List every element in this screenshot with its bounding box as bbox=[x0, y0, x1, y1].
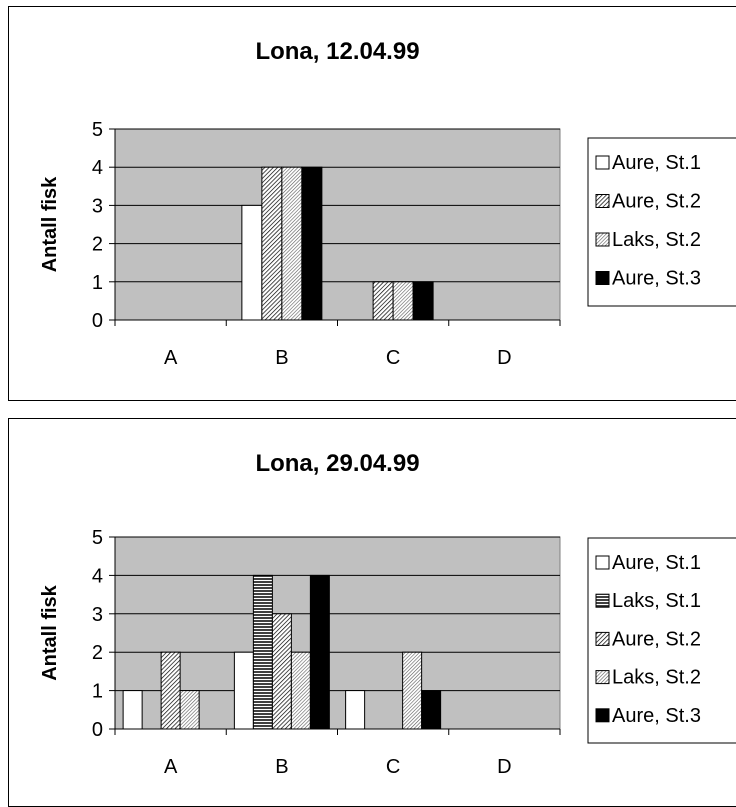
y-tick-label: 3 bbox=[92, 604, 103, 626]
x-tick-label: D bbox=[497, 347, 511, 369]
chart-lona-29-04-99: Lona, 29.04.99 0 1 2 3 4 5 Antall fisk A B C D Aure,… bbox=[8, 418, 736, 807]
legend-label-laks-st-2: Laks, St.2 bbox=[612, 229, 701, 251]
x-tick-label: A bbox=[164, 347, 178, 369]
legend-box bbox=[587, 137, 736, 307]
x-tick-label: B bbox=[275, 756, 288, 778]
y-tick-label: 0 bbox=[92, 719, 103, 741]
bar-aure-st-1-c bbox=[345, 690, 366, 730]
bar-laks-st-2-c bbox=[392, 281, 414, 321]
bar-aure-st-1-a bbox=[122, 690, 143, 730]
bar-aure-st-1-b bbox=[241, 204, 263, 321]
x-tick-label: A bbox=[164, 756, 178, 778]
x-tick-label: D bbox=[497, 756, 511, 778]
legend-label-laks-st-2: Laks, St.2 bbox=[612, 667, 701, 689]
bar-aure-st-2-b bbox=[271, 613, 292, 730]
legend-swatch-aure-st-3 bbox=[595, 708, 610, 723]
bar-laks-st-2-c bbox=[402, 651, 423, 730]
legend-swatch-laks-st-2 bbox=[595, 232, 610, 247]
legend-label-laks-st-1: Laks, St.1 bbox=[612, 590, 701, 612]
bar-laks-st-1-b bbox=[252, 574, 273, 730]
bar-chart-2: Lona, 29.04.99 0 1 2 3 4 5 Antall fisk A B C D Aure,… bbox=[39, 450, 736, 778]
legend-label-aure-st-2: Aure, St.2 bbox=[612, 191, 701, 213]
bar-laks-st-2-b bbox=[281, 166, 303, 321]
legend-swatch-laks-st-2 bbox=[595, 670, 610, 685]
bar-aure-st-2-a bbox=[160, 651, 181, 730]
chart-lona-12-04-99: Lona, 12.04.99 0 1 2 3 4 5 Antall fisk A B C D Aure,… bbox=[8, 6, 736, 401]
bar-chart-1: Lona, 12.04.99 0 1 2 3 4 5 Antall fisk A B C D Aure,… bbox=[39, 38, 736, 369]
y-tick-label: 3 bbox=[92, 195, 103, 217]
legend-label-aure-st-1: Aure, St.1 bbox=[612, 552, 701, 574]
legend-label-aure-st-3: Aure, St.3 bbox=[612, 268, 701, 290]
legend-label-aure-st-2: Aure, St.2 bbox=[612, 628, 701, 650]
chart-title: Lona, 12.04.99 bbox=[255, 38, 419, 65]
x-tick-label: C bbox=[386, 756, 400, 778]
plot-area bbox=[114, 128, 561, 321]
bar-laks-st-2-a bbox=[179, 690, 200, 730]
bar-aure-st-3-b bbox=[301, 166, 323, 321]
chart-title: Lona, 29.04.99 bbox=[255, 450, 419, 477]
y-tick-label: 4 bbox=[92, 565, 103, 587]
y-tick-label: 5 bbox=[92, 527, 103, 549]
legend-swatch-aure-st-2 bbox=[595, 194, 610, 208]
bar-aure-st-2-b bbox=[261, 166, 283, 321]
y-tick-label: 1 bbox=[92, 681, 103, 703]
bar-aure-st-1-b bbox=[233, 651, 254, 730]
legend-swatch-aure-st-3 bbox=[595, 271, 610, 285]
bar-aure-st-3-c bbox=[421, 690, 442, 730]
y-tick-label: 4 bbox=[92, 157, 103, 179]
y-tick-label: 1 bbox=[92, 272, 103, 294]
legend-label-aure-st-3: Aure, St.3 bbox=[612, 705, 701, 727]
bar-aure-st-3-c bbox=[412, 281, 434, 321]
legend-swatch-aure-st-1 bbox=[595, 555, 610, 570]
y-axis-label: Antall fisk bbox=[39, 584, 61, 680]
legend-swatch-aure-st-1 bbox=[595, 155, 610, 170]
x-tick-label: B bbox=[275, 347, 288, 369]
bar-laks-st-2-b bbox=[290, 651, 311, 730]
legend-label-aure-st-1: Aure, St.1 bbox=[612, 152, 701, 174]
y-axis-label: Antall fisk bbox=[39, 176, 61, 272]
y-tick-label: 2 bbox=[92, 642, 103, 664]
y-tick-label: 0 bbox=[92, 310, 103, 332]
y-tick-label: 2 bbox=[92, 234, 103, 256]
y-tick-label: 5 bbox=[92, 119, 103, 141]
bar-aure-st-2-c bbox=[372, 281, 394, 321]
legend-swatch-aure-st-2 bbox=[595, 631, 610, 646]
x-tick-label: C bbox=[386, 347, 400, 369]
legend-swatch-laks-st-1 bbox=[595, 593, 610, 608]
legend-box bbox=[587, 537, 736, 744]
bar-aure-st-3-b bbox=[309, 574, 330, 730]
